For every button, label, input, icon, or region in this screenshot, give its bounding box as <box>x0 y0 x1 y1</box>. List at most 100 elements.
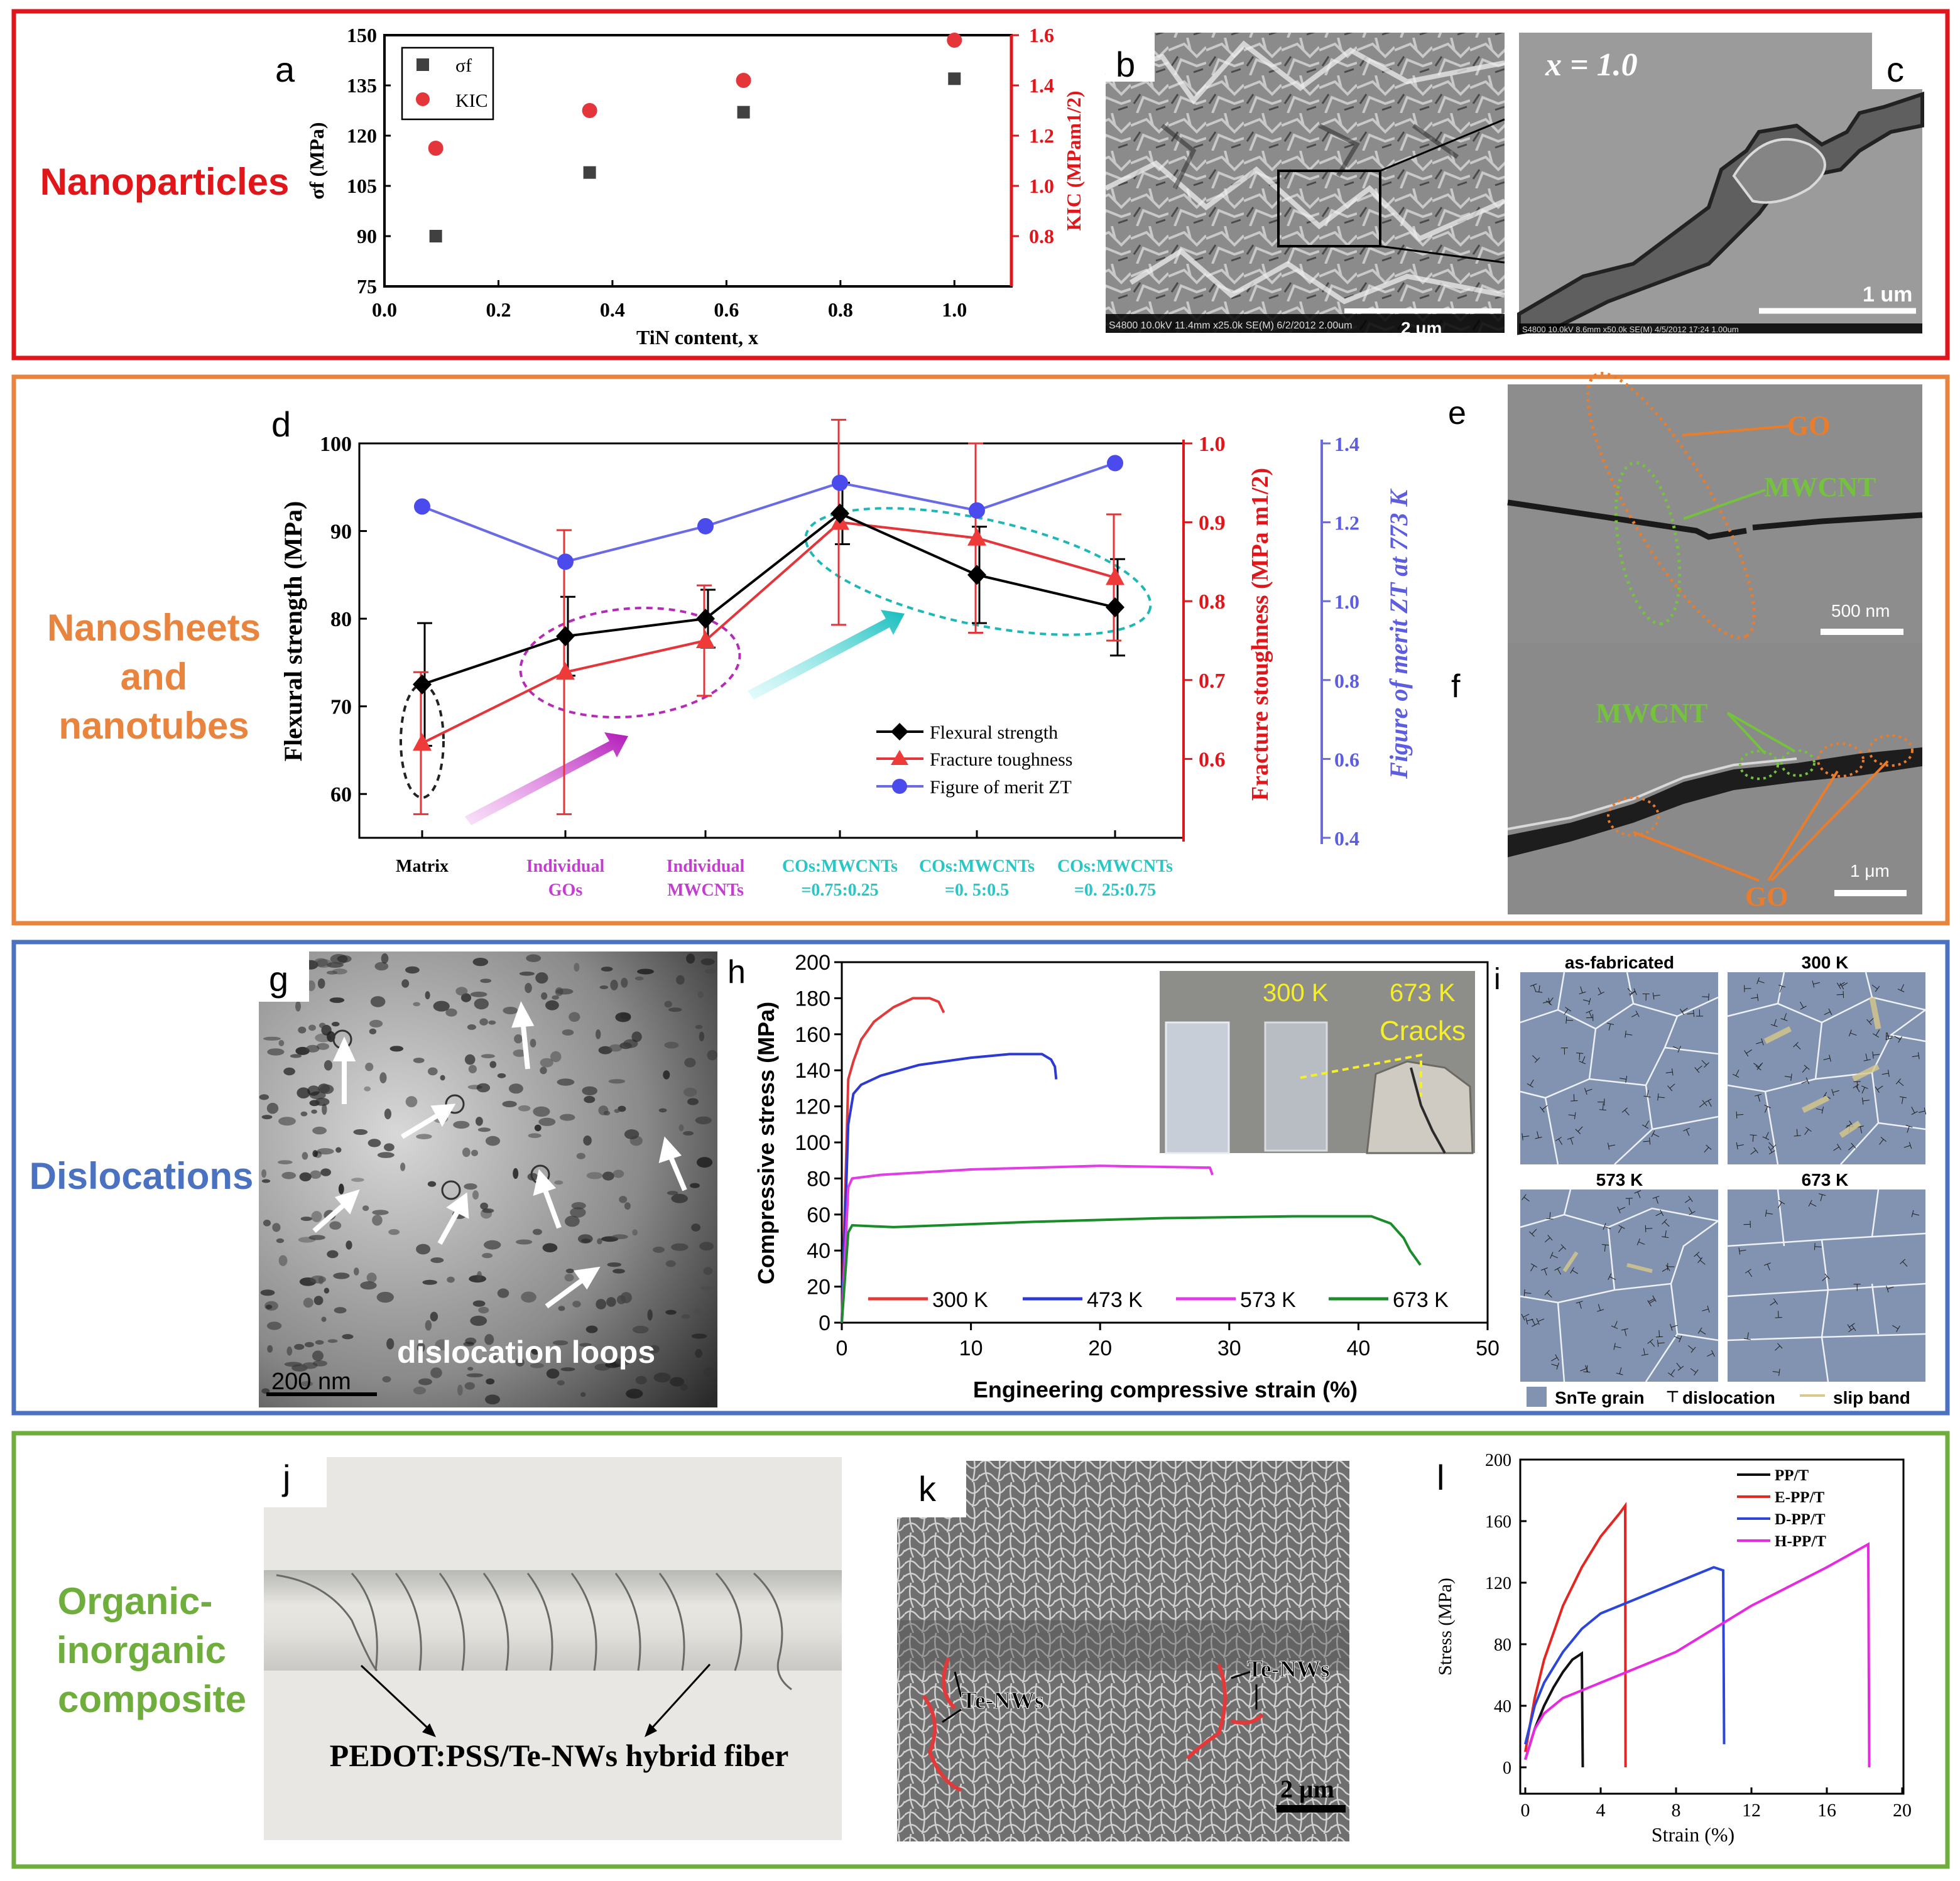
panel-d-category-label: MWCNTs <box>667 881 744 900</box>
panel-i-dislocation-symbol: ⊤ <box>1813 1242 1824 1252</box>
panel-g-spot <box>671 1193 688 1203</box>
panel-g-spot <box>560 1367 575 1372</box>
panel-g-spot <box>508 1083 523 1094</box>
panel-i-dislocation-symbol: ⊤ <box>1699 992 1711 1002</box>
panel-g-spot <box>532 1228 542 1235</box>
panel-g-spot <box>479 1018 488 1026</box>
panel-i-dislocation-symbol: ⊤ <box>1532 1128 1543 1141</box>
panel-g-scale-label: 200 nm <box>271 1369 351 1395</box>
panel-d-ytick-label: 80 <box>330 608 352 631</box>
panel-g-spot <box>327 962 344 968</box>
panel-g-spot <box>312 1126 327 1135</box>
panel-g-spot <box>597 1238 602 1245</box>
panel-a-xtick-label: 0.0 <box>372 298 397 321</box>
panel-g-spot <box>308 1024 316 1031</box>
panel-j-fiber-coil <box>276 1572 792 1691</box>
panel-k-label-right: Te-NWs <box>1247 1656 1330 1683</box>
panel-i-dislocation-symbol: ⊤ <box>1579 995 1592 1006</box>
panel-h-ylabel: Compressive stress (MPa) <box>753 1002 779 1284</box>
panel-g-spot <box>304 1342 314 1348</box>
panel-g-spot <box>300 1217 312 1222</box>
panel-g-spot <box>557 1078 575 1086</box>
panel-g-spot <box>540 1058 553 1068</box>
panel-d-category-label: Individual <box>667 857 745 876</box>
panel-i-dislocation-symbol: ⊤ <box>1743 1329 1753 1341</box>
panel-g-spot <box>620 1012 631 1020</box>
panel-i-grain-boundaries <box>1727 1189 1926 1382</box>
panel-i-dislocation-symbol: ⊤ <box>1644 1224 1655 1233</box>
panel-h-sample-1 <box>1165 1021 1230 1154</box>
panel-g-spot <box>684 1058 696 1068</box>
panel-f-scale-label: 1 μm <box>1850 861 1890 881</box>
panel-i-dislocation-symbol: ⊤ <box>1666 1262 1677 1271</box>
panel-d-y2tick-label: 0.7 <box>1199 669 1226 693</box>
panel-i-dislocation-symbol: ⊤ <box>1782 1071 1794 1081</box>
panel-g-spot <box>379 1072 387 1083</box>
panel-b-zoom-box <box>1277 170 1381 247</box>
panel-g-spot <box>310 1275 326 1284</box>
panel-g-spot <box>497 1073 506 1078</box>
panel-d-y3tick-label: 0.6 <box>1334 748 1359 771</box>
panel-i-title-300: 300 K <box>1802 953 1849 972</box>
panel-d-ytick-label: 60 <box>330 783 352 806</box>
panel-l-xtick-label: 4 <box>1596 1800 1606 1821</box>
panel-g-spot <box>653 1246 665 1253</box>
panel-g-spot <box>263 1036 281 1041</box>
panel-e-mwcnt-leader <box>1683 489 1766 520</box>
panel-a-point-kic <box>582 103 597 118</box>
panel-g-spot <box>360 1281 377 1290</box>
panel-i-dislocation-symbol: ⊤ <box>1601 1222 1614 1234</box>
row-frame-dislocations <box>11 940 1950 1416</box>
panel-i-dislocation-symbol: ⊤ <box>1633 1189 1645 1202</box>
panel-h-line-300k <box>841 997 945 1323</box>
panel-g-spot <box>381 953 389 964</box>
panel-g-spot <box>261 1115 273 1120</box>
panel-d-y3tick-label: 1.4 <box>1334 433 1359 455</box>
panel-i-dislocation-symbol: ⊤ <box>1879 1069 1891 1079</box>
panel-i-dislocation-symbol: ⊤ <box>1834 990 1845 999</box>
panel-g-spot <box>389 1046 404 1052</box>
panel-d-category-label: =0. 25:0.75 <box>1074 881 1156 900</box>
panel-g-spot <box>596 1299 607 1309</box>
panel-g-spot <box>515 1239 533 1245</box>
panel-l-xtick-label: 0 <box>1521 1800 1530 1821</box>
panel-i-dislocation-symbol: ⊤ <box>1897 1095 1908 1107</box>
panel-g-spot <box>351 1178 364 1182</box>
panel-g-spot <box>400 1163 406 1171</box>
panel-g-spot <box>278 1117 296 1126</box>
panel-f-go-outline-3 <box>1868 734 1914 767</box>
panel-i-dislocation-symbol: ⊤ <box>1682 1127 1694 1140</box>
panel-g-spot <box>610 979 618 990</box>
panel-g-spot <box>312 1350 324 1362</box>
panel-i-slip-band <box>1839 1120 1861 1138</box>
panel-g-spot <box>374 962 389 971</box>
panel-g-spot <box>332 968 347 975</box>
panel-a-ytick-label: 105 <box>347 175 377 197</box>
panel-g-spot <box>540 1066 547 1075</box>
panel-c-footer-bar <box>1519 323 1922 333</box>
panel-b-letter-bg <box>1106 33 1155 82</box>
panel-g-spot <box>272 1223 281 1232</box>
panel-g-spot <box>266 1102 279 1114</box>
panel-g-spot <box>558 1306 565 1311</box>
panel-g-spot <box>634 976 644 980</box>
panel-c-particle <box>1732 138 1826 204</box>
panel-letter-b: b <box>1116 45 1135 84</box>
panel-i-dislocation-symbol: ⊤ <box>1576 1364 1589 1376</box>
panel-i-grain-maps: ⊤⊤⊤⊤⊤⊤⊤⊤⊤⊤⊤⊤⊤⊤⊤ ⊤⊤⊤⊤⊤⊤⊤⊤⊤⊤⊤⊤⊤⊤⊤⊤⊤⊤⊤⊤⊤⊤⊤⊤⊤… <box>1520 972 1927 1382</box>
panel-d-y3tick-label: 1.2 <box>1334 512 1359 534</box>
panel-i-dislocation-symbol: ⊤ <box>1735 1140 1747 1151</box>
panel-i-dislocation-symbol: ⊤ <box>1610 1317 1623 1330</box>
row-label-organic-line2: inorganic <box>57 1629 226 1671</box>
panel-d-point-zt <box>697 518 714 534</box>
panel-g-spot <box>303 1298 313 1308</box>
panel-l-plot-frame <box>1519 1458 1905 1795</box>
panel-g-spot <box>601 967 613 972</box>
panel-g-spot <box>430 1311 438 1321</box>
panel-i-dislocation-symbol: ⊤ <box>1820 1054 1832 1065</box>
panel-l-chart: l Stress (MPa) Strain (%) 0 4 8 12 16 2004080… <box>1435 1451 1912 1846</box>
panel-g-spot <box>586 1172 603 1179</box>
panel-g-spot <box>455 987 468 996</box>
panel-g-spot <box>445 1008 457 1017</box>
panel-b-footer: S4800 10.0kV 11.4mm x25.0k SE(M) 6/2/201… <box>1109 320 1352 331</box>
